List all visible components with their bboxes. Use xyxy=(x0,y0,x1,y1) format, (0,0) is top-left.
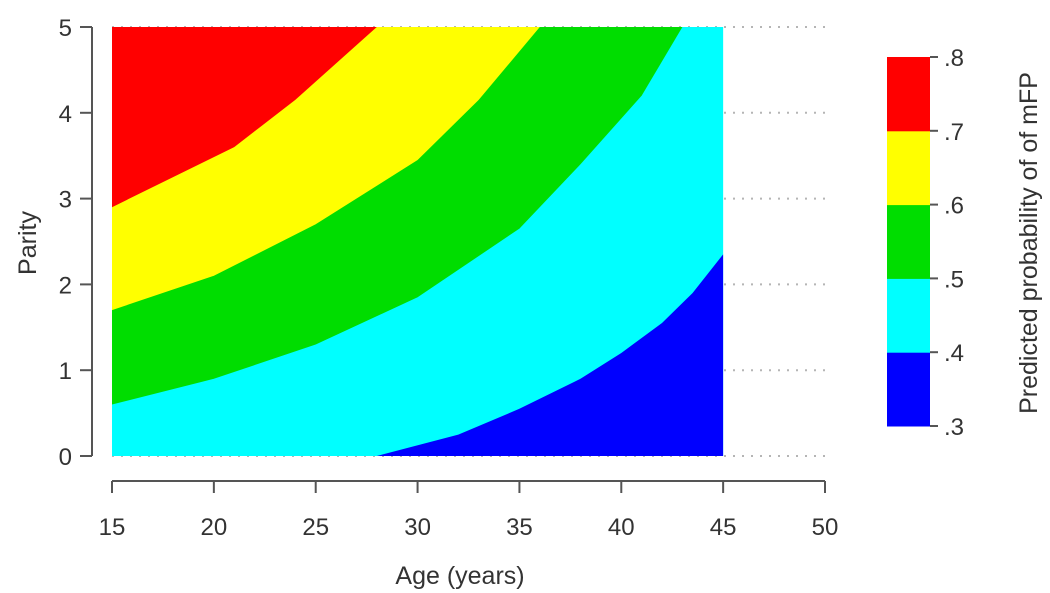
y-tick-label: 5 xyxy=(59,15,72,42)
contour-plot-area xyxy=(112,27,723,456)
x-tick-label: 15 xyxy=(99,514,126,541)
x-tick-label: 30 xyxy=(404,514,431,541)
colorbar-tick-label: .4 xyxy=(944,340,964,367)
y-axis-title: Parity xyxy=(14,211,42,275)
x-tick-label: 35 xyxy=(506,514,533,541)
x-tick-label: 40 xyxy=(608,514,635,541)
colorbar-segment xyxy=(887,205,930,279)
colorbar-segment xyxy=(887,352,930,426)
x-tick-label: 45 xyxy=(710,514,737,541)
y-tick-label: 0 xyxy=(59,444,72,471)
x-tick-label: 25 xyxy=(302,514,329,541)
x-tick-label: 50 xyxy=(812,514,839,541)
y-tick-label: 3 xyxy=(59,187,72,214)
colorbar-tick-label: .6 xyxy=(944,193,964,220)
colorbar-segment xyxy=(887,131,930,205)
x-axis-title: Age (years) xyxy=(395,562,524,590)
y-tick-label: 1 xyxy=(59,358,72,385)
x-tick-label: 20 xyxy=(201,514,228,541)
y-tick-label: 4 xyxy=(59,101,72,128)
colorbar-tick-label: .7 xyxy=(944,119,964,146)
x-axis: 15 20 25 30 35 40 45 50 xyxy=(99,481,839,541)
y-tick-label: 2 xyxy=(59,272,72,299)
colorbar-segment xyxy=(887,278,930,352)
colorbar-tick-label: .3 xyxy=(944,414,964,441)
colorbar: .3 .4 .5 .6 .7 .8 xyxy=(887,45,964,441)
colorbar-tick-label: .5 xyxy=(944,266,964,293)
colorbar-title: Predicted probability of of mFP xyxy=(1015,72,1043,414)
colorbar-segment xyxy=(887,57,930,131)
y-axis: 0 1 2 3 4 5 xyxy=(59,15,92,471)
colorbar-tick-label: .8 xyxy=(944,45,964,72)
